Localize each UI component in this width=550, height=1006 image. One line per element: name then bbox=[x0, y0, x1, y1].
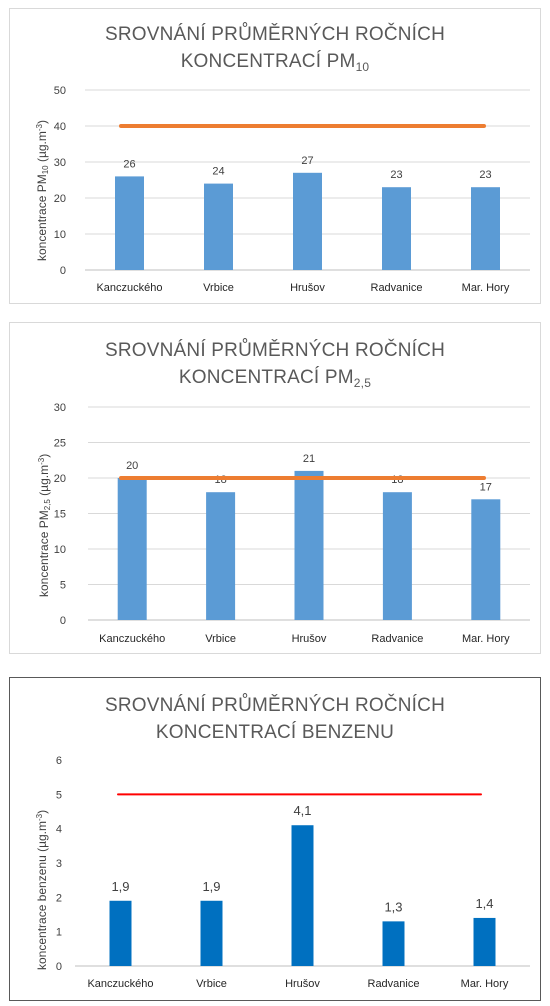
y-tick-label: 25 bbox=[54, 438, 66, 450]
y-tick-label: 30 bbox=[54, 402, 66, 414]
data-label: 27 bbox=[301, 155, 313, 167]
chart-title-line2: KONCENTRACÍ PM10 bbox=[10, 48, 540, 81]
chart-title-subscript: 2,5 bbox=[353, 376, 372, 390]
bar bbox=[471, 499, 501, 620]
y-tick-label: 20 bbox=[54, 473, 66, 485]
chart-plot-benzen: 0 1 2 3 4 5 6 1,9 Kanczuckého 1,9 Vrbice 4,1 Hrušov 1… bbox=[56, 755, 530, 990]
bar bbox=[382, 921, 405, 966]
y-tick-label: 6 bbox=[56, 755, 62, 767]
y-tick-label: 5 bbox=[56, 789, 62, 801]
y-tick-label: 0 bbox=[56, 961, 62, 973]
x-tick-label: Kanczuckého bbox=[99, 633, 165, 645]
chart-panel-pm25: SROVNÁNÍ PRŮMĚRNÝCH ROČNÍCH KONCENTRACÍ … bbox=[9, 322, 541, 654]
chart-title-line2: KONCENTRACÍ PM2,5 bbox=[10, 364, 540, 397]
data-label: 20 bbox=[126, 460, 138, 472]
data-label: 1,9 bbox=[111, 879, 129, 894]
chart-title: SROVNÁNÍ PRŮMĚRNÝCH ROČNÍCH KONCENTRACÍ … bbox=[10, 21, 540, 81]
x-tick-label: Vrbice bbox=[205, 633, 236, 645]
y-tick-label: 5 bbox=[60, 580, 66, 592]
x-tick-label: Hrušov bbox=[292, 633, 327, 645]
data-label: 4,1 bbox=[293, 803, 311, 818]
data-label: 26 bbox=[123, 158, 135, 170]
data-label: 1,3 bbox=[384, 899, 402, 914]
data-label: 17 bbox=[480, 481, 492, 493]
chart-panel-benzen: SROVNÁNÍ PRŮMĚRNÝCH ROČNÍCH KONCENTRACÍ … bbox=[9, 677, 541, 1001]
chart-plot-pm10: 0 10 20 30 40 50 26 Kanczuckého 24 Vrbice 27 Hrušov… bbox=[54, 85, 530, 294]
x-tick-label: Radvanice bbox=[368, 978, 420, 990]
y-tick-label: 1 bbox=[56, 927, 62, 939]
bar bbox=[473, 917, 496, 966]
bar bbox=[109, 900, 132, 966]
bar bbox=[471, 187, 500, 270]
y-tick-label: 40 bbox=[54, 121, 66, 133]
y-tick-label: 15 bbox=[54, 509, 66, 521]
x-tick-label: Mar. Hory bbox=[462, 282, 510, 294]
chart-title: SROVNÁNÍ PRŮMĚRNÝCH ROČNÍCH KONCENTRACÍ … bbox=[10, 692, 540, 752]
bar bbox=[117, 478, 147, 620]
bar bbox=[115, 176, 144, 270]
y-tick-label: 0 bbox=[60, 615, 66, 627]
chart-title-main: KONCENTRACÍ PM bbox=[180, 51, 356, 72]
y-tick-label: 2 bbox=[56, 892, 62, 904]
chart-title-main: KONCENTRACÍ BENZENU bbox=[155, 722, 395, 743]
x-tick-label: Hrušov bbox=[290, 282, 325, 294]
y-tick-label: 30 bbox=[54, 157, 66, 169]
chart-title-line1: SROVNÁNÍ PRŮMĚRNÝCH ROČNÍCH bbox=[104, 695, 446, 716]
data-label: 23 bbox=[390, 169, 402, 181]
chart-title-line1: SROVNÁNÍ PRŮMĚRNÝCH ROČNÍCH bbox=[104, 340, 446, 361]
x-tick-label: Radvanice bbox=[371, 282, 423, 294]
y-tick-label: 50 bbox=[54, 85, 66, 97]
y-tick-label: 0 bbox=[60, 265, 66, 277]
x-tick-label: Radvanice bbox=[371, 633, 423, 645]
x-tick-label: Vrbice bbox=[196, 978, 227, 990]
bar bbox=[294, 470, 324, 620]
chart-title-line1: SROVNÁNÍ PRŮMĚRNÝCH ROČNÍCH bbox=[104, 24, 446, 45]
x-tick-label: Kanczuckého bbox=[87, 978, 153, 990]
x-tick-label: Hrušov bbox=[285, 978, 320, 990]
bar bbox=[204, 183, 233, 270]
y-tick-label: 10 bbox=[54, 544, 66, 556]
chart-plot-pm25: 05101520253020Kanczuckého18Vrbice21Hrušo… bbox=[54, 402, 530, 645]
bar bbox=[293, 172, 322, 270]
bar bbox=[291, 825, 314, 966]
chart-title: SROVNÁNÍ PRŮMĚRNÝCH ROČNÍCH KONCENTRACÍ … bbox=[10, 337, 540, 397]
bar bbox=[382, 187, 411, 270]
y-tick-label: 10 bbox=[54, 229, 66, 241]
data-label: 21 bbox=[303, 453, 315, 465]
data-label: 24 bbox=[212, 166, 224, 178]
bar bbox=[206, 492, 236, 620]
bar bbox=[382, 492, 412, 620]
chart-panel-pm10: SROVNÁNÍ PRŮMĚRNÝCH ROČNÍCH KONCENTRACÍ … bbox=[9, 8, 541, 304]
x-tick-label: Mar. Hory bbox=[461, 978, 509, 990]
data-label: 23 bbox=[479, 169, 491, 181]
chart-title-subscript: 10 bbox=[355, 60, 370, 74]
x-tick-label: Vrbice bbox=[203, 282, 234, 294]
data-label: 1,4 bbox=[475, 896, 493, 911]
x-tick-label: Kanczuckého bbox=[96, 282, 162, 294]
y-tick-label: 4 bbox=[56, 824, 62, 836]
x-tick-label: Mar. Hory bbox=[462, 633, 510, 645]
bar bbox=[200, 900, 223, 966]
y-tick-label: 3 bbox=[56, 858, 62, 870]
y-tick-label: 20 bbox=[54, 193, 66, 205]
chart-title-main: KONCENTRACÍ PM bbox=[178, 367, 354, 388]
chart-title-line2: KONCENTRACÍ BENZENU bbox=[10, 719, 540, 752]
data-label: 1,9 bbox=[202, 879, 220, 894]
